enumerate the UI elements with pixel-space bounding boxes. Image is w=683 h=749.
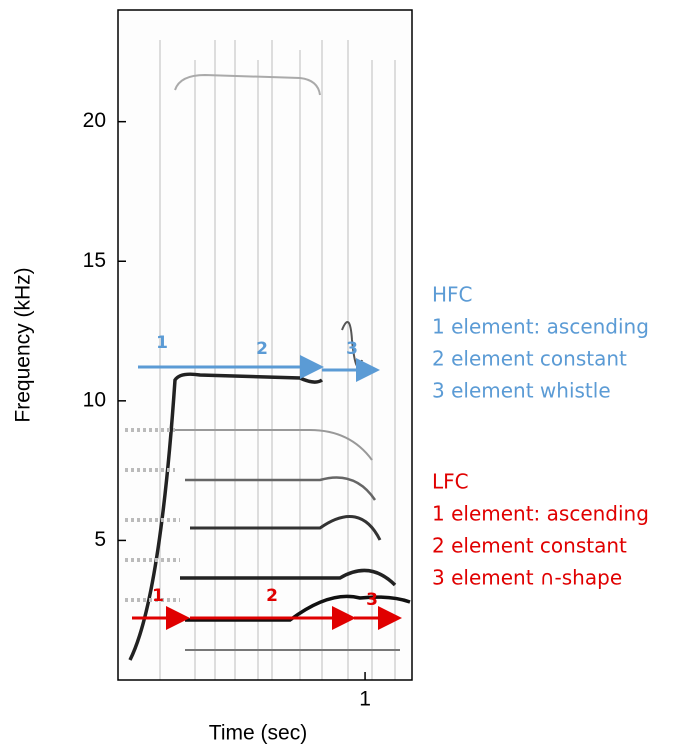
y-axis-label: Frequency (kHz) — [12, 267, 35, 422]
arrow-label: 3 — [346, 339, 358, 359]
arrow-label: 1 — [156, 333, 168, 353]
arrow-label: 3 — [366, 590, 378, 610]
legend-line: 3 element whistle — [432, 379, 611, 403]
legend-title: HFC — [432, 283, 473, 307]
arrow-label: 2 — [266, 586, 278, 606]
plot-frame — [117, 9, 413, 681]
legend-line: 2 element constant — [432, 347, 627, 371]
y-tick-label: 5 — [94, 528, 106, 551]
legend-line: 3 element ∩-shape — [432, 566, 622, 590]
legend-line: 2 element constant — [432, 534, 627, 558]
ticks: 5 10 15 20 1 — [83, 109, 371, 710]
y-tick-label: 10 — [83, 388, 106, 411]
legend-line: 1 element: ascending — [432, 502, 649, 526]
y-tick-label: 20 — [83, 109, 106, 132]
x-axis-label: Time (sec) — [209, 722, 307, 745]
arrow-label: 1 — [152, 586, 164, 606]
x-tick-label: 1 — [359, 688, 371, 711]
y-tick-label: 15 — [83, 249, 106, 272]
legend-title: LFC — [432, 470, 469, 494]
hfc-arrows — [138, 355, 380, 382]
spectrogram-texture — [118, 10, 412, 680]
arrow-label: 2 — [256, 339, 268, 359]
legend-line: 1 element: ascending — [432, 315, 649, 339]
